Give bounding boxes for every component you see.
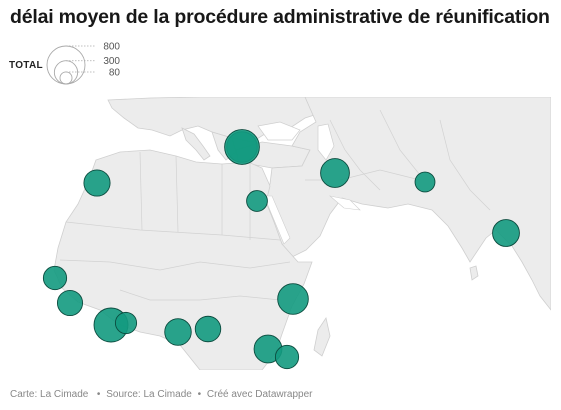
bubble-16[interactable] (224, 129, 260, 165)
bubble-layer (42, 129, 520, 370)
footer: Carte: La Cimade • Source: La Cimade • C… (10, 389, 313, 400)
bubble-6[interactable] (492, 219, 520, 247)
legend-title: TOTAL (9, 60, 43, 71)
bubble-11[interactable] (164, 318, 192, 346)
map-title: délai moyen de la procédure administrati… (10, 6, 550, 28)
bubble-13[interactable] (277, 283, 309, 315)
bubble-8[interactable] (56, 289, 84, 317)
legend-value-800: 800 (103, 42, 120, 53)
bubble-5[interactable] (246, 190, 268, 212)
map-credit: Carte: La Cimade (10, 389, 89, 400)
bubble-15[interactable] (274, 344, 300, 370)
bubble-2[interactable] (83, 169, 111, 197)
bubble-3[interactable] (320, 158, 350, 188)
legend-value-80: 80 (109, 67, 121, 78)
bubble-10[interactable] (114, 311, 138, 335)
created-credit: Créé avec Datawrapper (206, 389, 313, 400)
legend-value-300: 300 (103, 56, 120, 67)
bubble-4[interactable] (414, 171, 436, 193)
bubble-12[interactable] (194, 315, 222, 343)
bubble-7[interactable] (42, 265, 68, 291)
source-credit: Source: La Cimade (106, 389, 192, 400)
